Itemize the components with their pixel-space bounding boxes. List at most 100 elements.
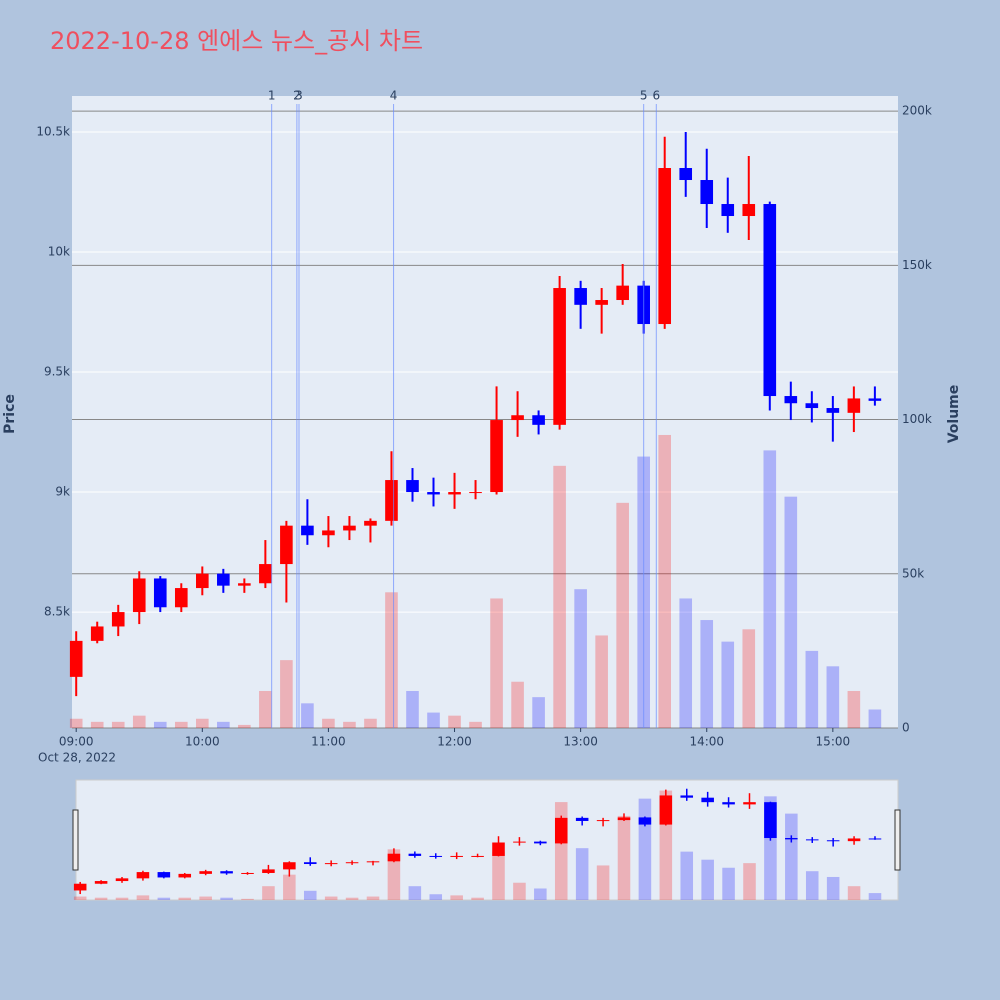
volume-bar <box>301 703 314 728</box>
volume-bar <box>69 718 83 728</box>
volume-bar <box>90 721 104 728</box>
mini-candle-body <box>554 817 568 844</box>
candle-body <box>511 415 524 421</box>
volume-bar <box>658 434 672 728</box>
mini-candle-body <box>471 855 484 857</box>
mini-candle-body <box>826 840 840 842</box>
volume-bar <box>532 697 545 728</box>
candle-body <box>595 300 608 305</box>
mini-volume-bar <box>387 849 401 900</box>
volume-bar <box>280 660 293 728</box>
mini-volume-bar <box>262 886 275 900</box>
mini-volume-bar <box>638 798 652 900</box>
mini-volume-bar <box>94 897 108 900</box>
mini-volume-bar <box>199 896 212 900</box>
y2-tick-label: 50k <box>902 566 924 580</box>
x-tick-label: 09:00 <box>59 735 94 749</box>
range-handle[interactable] <box>72 809 79 871</box>
candle-body <box>805 403 819 409</box>
candle-body <box>238 583 251 586</box>
volume-bar <box>805 650 819 728</box>
volume-bar <box>427 712 440 728</box>
volume-bar <box>742 629 756 728</box>
volume-bar <box>322 718 335 728</box>
volume-bar <box>847 690 861 728</box>
mini-candle-body <box>157 872 171 878</box>
volume-bar <box>217 721 230 728</box>
mini-candle-body <box>847 838 861 842</box>
candle-body <box>69 640 83 677</box>
volume-bar <box>448 715 461 728</box>
volume-bar <box>826 666 840 728</box>
volume-bar <box>511 681 524 728</box>
mini-volume-bar <box>596 865 610 900</box>
candle-body <box>868 398 882 401</box>
mini-volume-bar <box>785 813 798 900</box>
mini-candle-body <box>73 883 87 891</box>
mini-volume-bar <box>303 890 317 900</box>
y2-tick-label: 150k <box>902 258 932 272</box>
candle-body <box>742 204 756 217</box>
mini-candle-body <box>722 802 735 805</box>
candle-body <box>574 288 587 305</box>
mini-candle-body <box>513 841 526 843</box>
x-tick-label: 15:00 <box>816 735 851 749</box>
candle-body <box>322 530 335 536</box>
y2-axis-title: Volume <box>946 385 962 444</box>
mini-volume-bar <box>283 874 296 900</box>
volume-bar <box>153 721 167 728</box>
volume-bar <box>700 620 714 728</box>
y-tick-label: 9.5k <box>44 365 70 379</box>
mini-candle-body <box>492 842 505 856</box>
candle-body <box>280 525 293 565</box>
event-label: 4 <box>390 89 398 103</box>
mini-candle-body <box>345 862 359 864</box>
y2-tick-label: 200k <box>902 104 932 118</box>
x-tick-label: 10:00 <box>185 735 220 749</box>
mini-candle-body <box>178 873 192 878</box>
y-tick-label: 10k <box>48 245 70 259</box>
volume-bar <box>385 592 398 728</box>
candle-body <box>469 492 482 494</box>
mini-candle-body <box>743 802 756 805</box>
mini-candle-body <box>283 862 296 870</box>
volume-bar <box>238 724 251 728</box>
volume-bar <box>132 715 146 728</box>
mini-volume-bar <box>408 886 422 900</box>
candle-body <box>427 492 440 495</box>
candle-body <box>700 180 714 205</box>
volume-bar <box>469 721 482 728</box>
range-handle[interactable] <box>894 809 901 871</box>
mini-candle-body <box>262 869 275 873</box>
mini-volume-bar <box>868 893 882 900</box>
mini-volume-bar <box>805 871 819 900</box>
candle-body <box>132 578 146 613</box>
candle-body <box>763 204 777 397</box>
mini-volume-bar <box>115 897 129 900</box>
mini-candle-body <box>805 839 819 841</box>
mini-volume-bar <box>575 848 589 900</box>
mini-candle-body <box>450 855 463 857</box>
event-label: 1 <box>268 89 276 103</box>
mini-candle-body <box>680 795 694 798</box>
mini-volume-bar <box>241 898 254 900</box>
mini-candle-body <box>575 817 589 821</box>
x-tick-label: 13:00 <box>563 735 598 749</box>
x-sublabel: Oct 28, 2022 <box>38 751 116 765</box>
y2-tick-label: 0 <box>902 721 910 735</box>
candle-body <box>217 573 230 586</box>
mini-candle-body <box>241 872 254 874</box>
candle-body <box>616 285 629 301</box>
event-label: 2 <box>293 89 301 103</box>
mini-candle-body <box>94 881 108 884</box>
mini-volume-bar <box>847 886 861 900</box>
candle-body <box>153 578 167 608</box>
mini-candle-body <box>596 820 610 822</box>
mini-volume-bar <box>680 851 694 900</box>
y-axis-title: Price <box>2 394 18 434</box>
candle-body <box>174 588 188 608</box>
candle-body <box>90 626 104 641</box>
range-slider[interactable] <box>75 779 899 901</box>
mini-volume-bar <box>826 876 840 900</box>
volume-bar <box>553 465 566 728</box>
